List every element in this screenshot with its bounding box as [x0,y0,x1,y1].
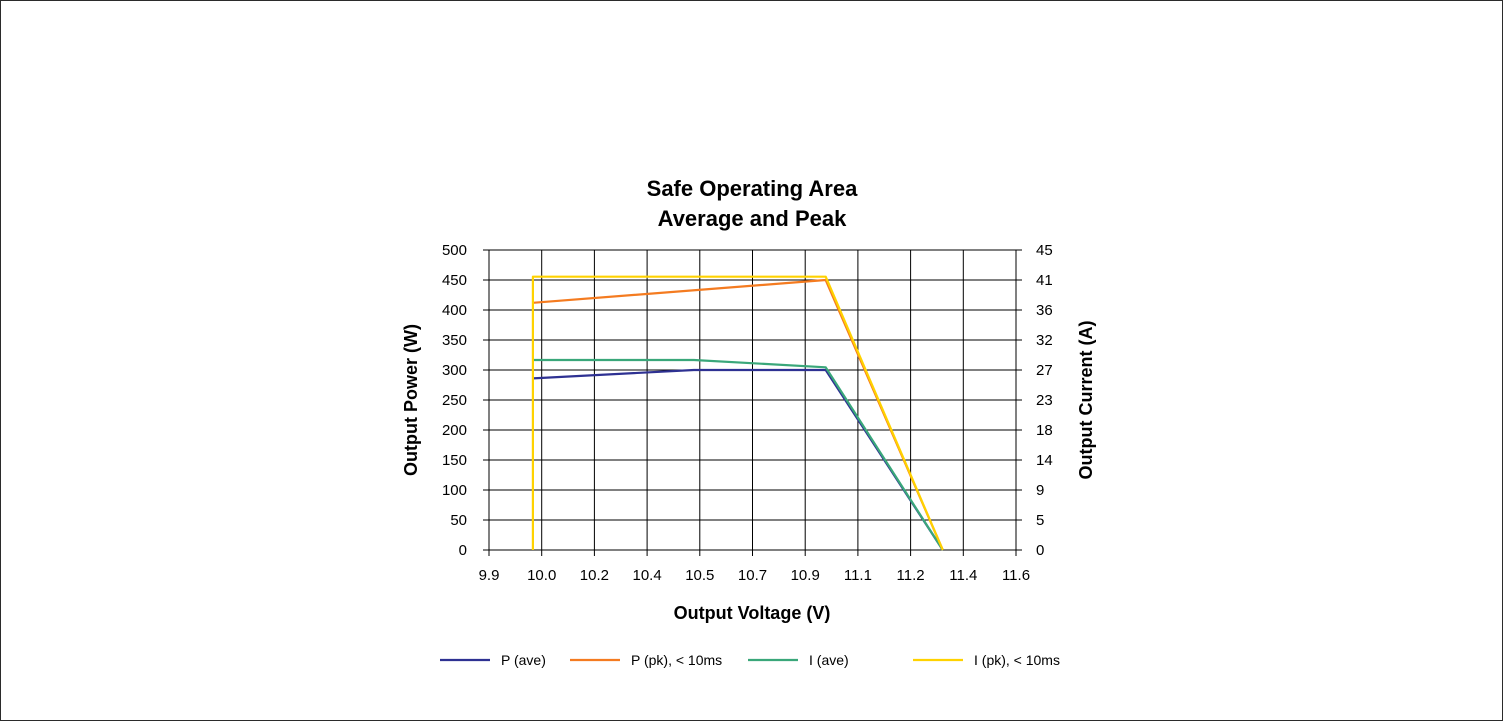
y-tick-label: 0 [459,542,467,559]
y2-axis-label: Output Current (A) [1076,321,1096,480]
x-tick-label: 10.0 [527,567,556,584]
x-tick-label: 10.4 [632,567,661,584]
y2-tick-label: 27 [1036,362,1053,379]
grid [488,249,1017,551]
y-tick-label: 250 [442,392,467,409]
legend-label-3: I (ave) [809,652,849,668]
series-line-4 [531,275,944,551]
x-tick-label: 11.1 [844,567,872,584]
y-axis-label: Output Power (W) [401,324,421,476]
y2-tick-label: 45 [1036,242,1053,259]
legend-label-1: P (ave) [501,652,546,668]
x-tick-label: 10.2 [580,567,609,584]
y-tick-label: 150 [442,452,467,469]
y-tick-label: 200 [442,422,467,439]
series-lines [531,275,944,551]
x-tick-label: 11.6 [1002,567,1030,584]
axes: 9.9 10.0 10.2 10.4 10.5 10.7 10.9 11.1 11.2 11.4 1… [442,242,1053,584]
legend-label-2: P (pk), < 10ms [631,652,722,668]
x-tick-label: 10.7 [738,567,767,584]
y2-tick-label: 18 [1036,422,1053,439]
x-tick-label: 10.5 [685,567,714,584]
chart-title-line-2: Average and Peak [658,206,847,231]
y2-tick-label: 36 [1036,302,1053,319]
series-line-3 [532,358,944,551]
x-tick-label: 11.2 [897,567,925,584]
x-tick-label: 11.4 [949,567,977,584]
y2-tick-label: 0 [1036,542,1044,559]
y2-tick-label: 5 [1036,512,1044,529]
y2-tick-label: 9 [1036,482,1044,499]
y-tick-label: 400 [442,302,467,319]
x-tick-label: 9.9 [479,567,500,584]
x-tick-label: 10.9 [791,567,820,584]
y-tick-label: 450 [442,272,467,289]
legend-label-4: I (pk), < 10ms [974,652,1060,668]
legend: P (ave) P (pk), < 10ms I (ave) I (pk), < 10… [440,652,1060,668]
x-axis-label: Output Voltage (V) [674,603,831,623]
y2-tick-label: 14 [1036,452,1053,469]
y-tick-label: 100 [442,482,467,499]
y2-tick-label: 32 [1036,332,1053,349]
y-tick-label: 350 [442,332,467,349]
y-tick-label: 50 [450,512,467,529]
y2-tick-label: 23 [1036,392,1053,409]
y-tick-label: 300 [442,362,467,379]
y2-tick-label: 41 [1036,272,1053,289]
y-tick-label: 500 [442,242,467,259]
chart-title-line-1: Safe Operating Area [647,176,858,201]
